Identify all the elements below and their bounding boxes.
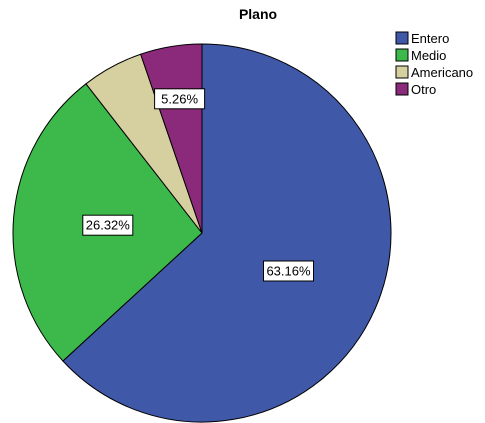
legend-swatch (395, 31, 409, 45)
legend-label: Otro (411, 82, 436, 97)
data-label-box (154, 88, 206, 110)
pie-slice-entero (62, 43, 392, 423)
legend-item-otro: Otro (395, 82, 436, 97)
data-label-text: 26.32% (86, 218, 131, 233)
chart-title: Plano (239, 6, 277, 22)
data-label-box (263, 260, 314, 282)
data-label-box (82, 214, 134, 236)
data-label-text: 5.26% (161, 91, 198, 106)
legend-label: Medio (411, 48, 446, 63)
legend-swatch (395, 65, 409, 79)
legend-item-entero: Entero (395, 31, 449, 46)
pie-data-labels: 63.16% 26.32% 5.26% (82, 88, 314, 282)
data-label-entero: 63.16% (263, 260, 314, 282)
legend-item-medio: Medio (395, 48, 446, 63)
data-label-text: 63.16% (266, 264, 311, 279)
data-label-otro: 5.26% (154, 88, 206, 110)
legend-swatch (395, 48, 409, 62)
legend-item-americano: Americano (395, 65, 473, 80)
chart-legend: Entero Medio Americano Otro (395, 31, 473, 97)
data-label-medio: 26.32% (82, 214, 134, 236)
legend-label: Americano (411, 65, 473, 80)
legend-label: Entero (411, 31, 449, 46)
legend-swatch (395, 82, 409, 96)
